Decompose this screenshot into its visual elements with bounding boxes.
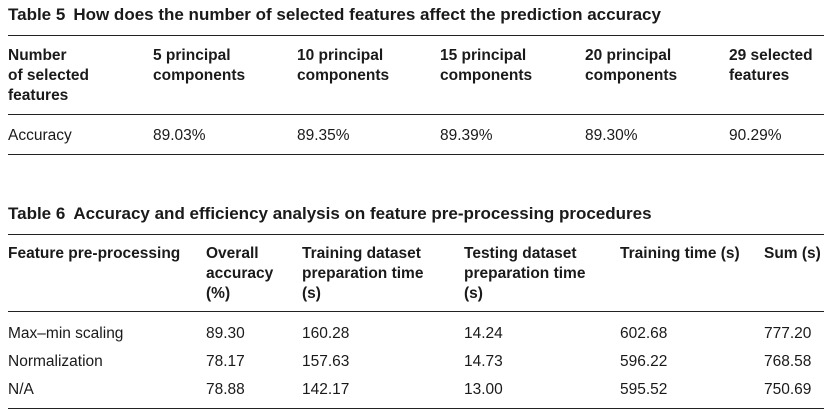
table-5-header-cell: 20 principal components [585,47,678,84]
table-6-cell: 157.63 [302,353,350,370]
table-5-cell: 90.29% [729,127,782,144]
table-6-cell: 160.28 [302,325,350,342]
table-5-header-rule [8,114,824,115]
table-6: Table 6 Accuracy and efficiency analysis … [8,203,824,409]
table-5: Table 5 How does the number of selected f… [8,4,824,155]
table-5-header-cell: 15 principal components [440,47,533,84]
table-6-cell: 602.68 [620,325,668,342]
table-6-cell: 13.00 [464,381,503,398]
table-6-cell: Max–min scaling [8,325,124,342]
table-6-header-cell: Training dataset preparation time (s) [302,245,424,302]
table-6-cell: Normalization [8,353,103,370]
table-6-number: Table 6 [8,204,66,223]
table-6-header-cell: Testing dataset preparation time (s) [464,245,586,302]
table-5-top-rule [8,35,824,36]
table-5-bottom-rule [8,154,824,155]
table-6-caption: Table 6 Accuracy and efficiency analysis … [8,203,824,229]
table-6-top-rule [8,234,824,235]
table-6-cell: 89.30 [206,325,245,342]
table-5-cell: 89.35% [297,127,350,144]
table-6-cell: N/A [8,381,34,398]
table-5-header-cell: Number of selected features [8,47,89,104]
table-6-header-cell: Feature pre-processing [8,245,181,262]
table-6-cell: 768.58 [764,353,812,370]
table-6-header-cell: Training time (s) [620,245,740,262]
table-6-bottom-rule [8,408,824,409]
table-6-header-cell: Overall accuracy (%) [206,245,274,302]
table-5-caption: Table 5 How does the number of selected f… [8,4,824,30]
table-6-cell: 14.73 [464,353,503,370]
table-5-title: How does the number of selected features… [73,5,661,24]
table-5-cell: Accuracy [8,127,72,144]
table-6-cell: 595.52 [620,381,668,398]
table-6-cell: 596.22 [620,353,668,370]
table-6-title: Accuracy and efficiency analysis on feat… [73,204,652,223]
table-5-cell: 89.03% [153,127,206,144]
table-5-number: Table 5 [8,5,66,24]
table-5-cell: 89.39% [440,127,493,144]
table-6-cell: 78.17 [206,353,245,370]
table-6-header-cell: Sum (s) [764,245,821,262]
table-6-cell: 142.17 [302,381,350,398]
table-6-header-rule [8,311,824,312]
table-5-header-cell: 29 selected features [729,47,813,84]
table-6-cell: 777.20 [764,325,812,342]
table-5-cell: 89.30% [585,127,638,144]
table-5-header-cell: 10 principal components [297,47,390,84]
table-6-cell: 78.88 [206,381,245,398]
table-6-cell: 14.24 [464,325,503,342]
table-6-cell: 750.69 [764,381,812,398]
table-5-header-cell: 5 principal components [153,47,246,84]
